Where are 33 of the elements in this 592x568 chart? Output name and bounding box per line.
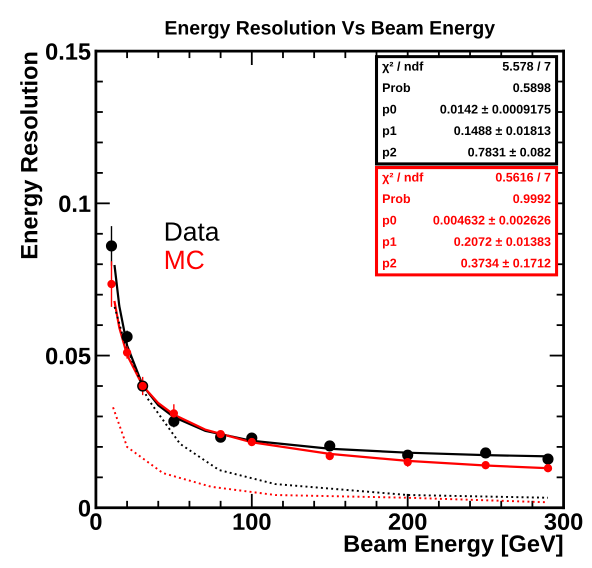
annotation: 0.9992 [513,194,550,204]
annotation: 5.578 / 7 [502,62,550,71]
text: MC [166,250,204,270]
y-axis-title: Energy Resolution [20,52,42,258]
annotation: p0 [382,104,396,116]
x-tick-label: 200 [388,513,426,530]
annotation: 0.0142 ± 0.0009175 [440,104,551,114]
series-label: Data [166,222,220,241]
annotation: 0.5898 [513,83,551,92]
annotation: χ² / ndf [382,172,424,184]
annotation: 0.7831 ± 0.082 [468,148,550,157]
annotation: p0 [382,216,396,228]
y-tick-label: 0.05 [46,348,90,364]
x-tick-label: 100 [234,513,271,530]
annotation: 0.3734 ± 0.1712 [461,258,550,268]
chart-title: Energy Resolution Vs Beam Energy [166,20,495,39]
y-tick-label: 0.15 [46,43,90,60]
y-tick-label: 0.1 [59,195,90,212]
y-tick-label: 0 [78,500,90,517]
annotation: 0.2072 ± 0.01383 [454,237,551,246]
annotation: p1 [382,237,396,249]
annotation: p2 [382,258,396,270]
annotation: χ² / ndf [382,62,424,74]
annotation: 0.5616 / 7 [496,172,550,182]
annotation: 0.004632 ± 0.002626 [433,216,551,225]
x-tick-label: 300 [544,513,582,530]
annotation: Prob [382,194,410,204]
x-tick-label: 0 [90,513,102,530]
annotation: p1 [382,126,396,138]
annotation: Prob [382,82,410,92]
annotation: p2 [382,148,396,160]
x-axis-title: Beam Energy [GeV] [344,534,562,557]
annotation: 0.1488 ± 0.01813 [454,126,551,136]
